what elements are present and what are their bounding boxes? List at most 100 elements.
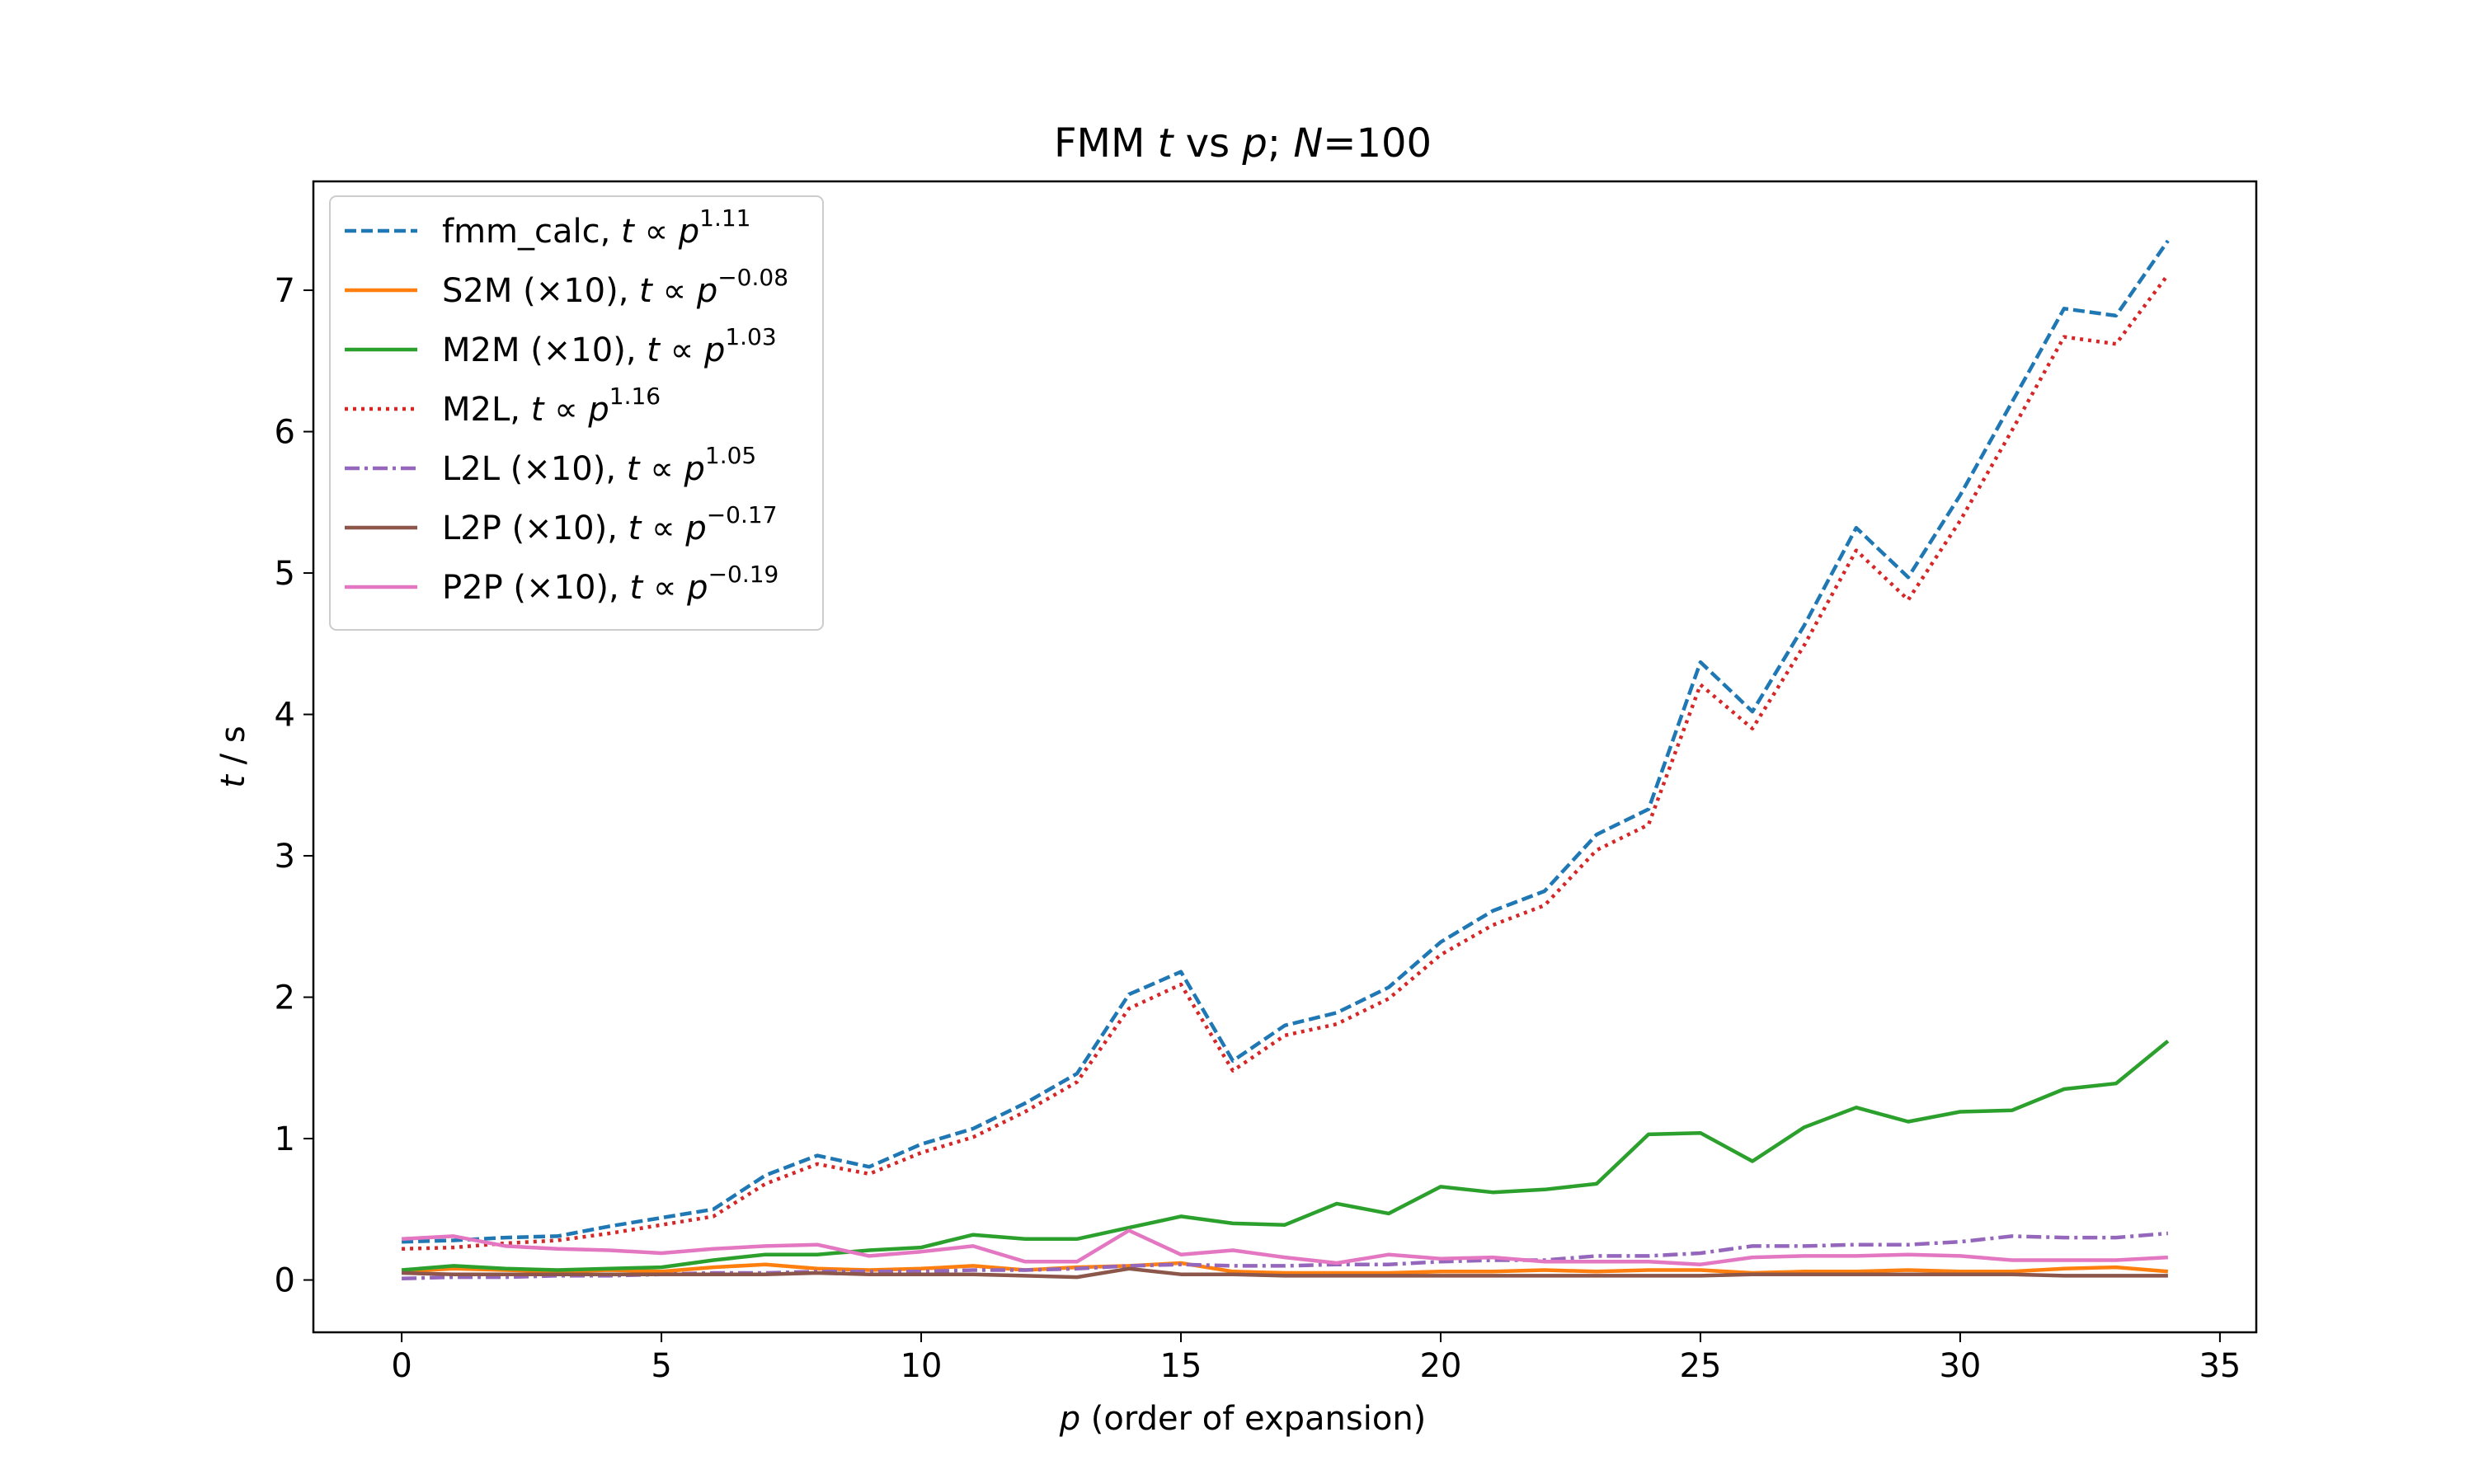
data-point bbox=[2114, 314, 2118, 317]
data-point bbox=[1023, 1237, 1027, 1241]
data-point bbox=[2062, 307, 2066, 310]
data-point bbox=[1959, 1254, 1962, 1257]
legend-label-4: L2L (×10), t ∝ p1.05 bbox=[442, 442, 756, 488]
y-tick-label: 0 bbox=[275, 1262, 295, 1300]
data-point bbox=[816, 1162, 819, 1166]
data-point bbox=[452, 1238, 455, 1242]
legend-series-name: M2L, bbox=[442, 391, 531, 429]
data-point bbox=[2166, 1040, 2170, 1043]
data-point bbox=[1803, 1244, 1806, 1247]
data-point bbox=[2114, 1082, 2118, 1085]
series-line-0 bbox=[402, 239, 2170, 1244]
data-point bbox=[504, 1267, 507, 1270]
legend-var-p: p bbox=[587, 391, 609, 429]
data-point bbox=[1335, 1011, 1338, 1014]
data-point bbox=[452, 1264, 455, 1267]
series-5 bbox=[400, 1266, 2168, 1280]
data-point bbox=[1751, 1272, 1754, 1275]
legend-series-name: L2L (×10), bbox=[442, 450, 627, 488]
series-3 bbox=[400, 273, 2170, 1252]
data-point bbox=[608, 1232, 611, 1235]
data-point bbox=[1283, 1024, 1286, 1027]
data-point bbox=[660, 1223, 663, 1226]
data-point bbox=[816, 1153, 819, 1157]
data-point bbox=[1907, 1272, 1910, 1275]
data-point bbox=[1335, 1022, 1338, 1026]
legend-exponent: −0.17 bbox=[707, 501, 778, 528]
legend-series-name: S2M (×10), bbox=[442, 272, 639, 310]
data-point bbox=[868, 1248, 871, 1252]
data-point bbox=[971, 1272, 975, 1275]
data-point bbox=[1855, 1272, 1858, 1275]
legend-label-3: M2L, t ∝ p1.16 bbox=[442, 383, 661, 429]
data-point bbox=[400, 1247, 403, 1251]
data-point bbox=[1595, 1182, 1598, 1186]
data-point bbox=[971, 1268, 975, 1271]
data-point bbox=[1803, 643, 1806, 646]
legend-exponent: 1.16 bbox=[609, 383, 661, 410]
data-point bbox=[1439, 1257, 1442, 1261]
data-point bbox=[556, 1238, 559, 1242]
data-point bbox=[816, 1271, 819, 1275]
data-point bbox=[1699, 683, 1702, 686]
data-point bbox=[1179, 1272, 1183, 1275]
data-point bbox=[712, 1208, 715, 1211]
data-point bbox=[1387, 1274, 1390, 1277]
data-point bbox=[452, 1234, 455, 1237]
data-point bbox=[1959, 494, 1962, 497]
chart-title: FMM t vs p; N=100 bbox=[1054, 120, 1432, 167]
data-point bbox=[1595, 833, 1598, 836]
legend-exponent: 1.11 bbox=[699, 204, 750, 232]
data-point bbox=[1387, 1262, 1390, 1266]
data-point bbox=[504, 1244, 507, 1247]
data-point bbox=[1075, 1267, 1079, 1270]
data-point bbox=[608, 1224, 611, 1228]
data-point bbox=[1231, 1264, 1235, 1267]
legend-label-5: L2P (×10), t ∝ p−0.17 bbox=[442, 501, 778, 547]
data-point bbox=[660, 1266, 663, 1269]
data-point bbox=[556, 1268, 559, 1271]
data-point bbox=[2114, 1274, 2118, 1277]
data-point bbox=[1023, 1268, 1027, 1271]
data-point bbox=[2166, 239, 2170, 242]
axes-layer: 0 5 10 15 20 25 30 35 0 1 2 3 4 5 6 7 bbox=[275, 180, 2258, 1385]
x-tick-label: 35 bbox=[2199, 1347, 2241, 1385]
data-point bbox=[2011, 1272, 2014, 1275]
legend-var-t: t bbox=[629, 569, 643, 607]
data-point bbox=[1855, 1106, 1858, 1109]
data-point bbox=[2166, 1256, 2170, 1259]
data-point bbox=[1751, 1159, 1754, 1162]
data-point bbox=[1179, 1252, 1183, 1256]
data-point bbox=[1699, 1274, 1702, 1277]
legend-var-p: p bbox=[703, 331, 725, 369]
legend-exponent: −0.19 bbox=[708, 561, 779, 588]
data-point bbox=[608, 1267, 611, 1270]
legend-var-t: t bbox=[639, 272, 653, 310]
data-point bbox=[1855, 526, 1858, 529]
data-point bbox=[1595, 848, 1598, 852]
legend-prop: ∝ bbox=[660, 331, 704, 369]
legend-prop: ∝ bbox=[639, 450, 684, 488]
data-point bbox=[400, 1237, 403, 1241]
data-point bbox=[2062, 1267, 2066, 1270]
data-point bbox=[1231, 1272, 1235, 1275]
series-6 bbox=[400, 1228, 2170, 1266]
legend-var-p: p bbox=[686, 569, 708, 607]
data-point bbox=[1023, 1274, 1027, 1277]
data-point bbox=[556, 1234, 559, 1237]
data-point bbox=[868, 1172, 871, 1176]
data-point bbox=[971, 1244, 975, 1247]
data-point bbox=[1491, 1256, 1494, 1259]
plot-frame bbox=[312, 180, 2258, 1334]
legend-exponent: 1.05 bbox=[705, 442, 756, 469]
data-point bbox=[1127, 993, 1131, 996]
data-point bbox=[1231, 1222, 1235, 1225]
data-point bbox=[2011, 1258, 2014, 1261]
data-point bbox=[2114, 1236, 2118, 1239]
data-point bbox=[1179, 983, 1183, 986]
data-point bbox=[1751, 1256, 1754, 1259]
data-point bbox=[400, 1271, 403, 1275]
data-point bbox=[1543, 1268, 1546, 1271]
data-point bbox=[1075, 1260, 1079, 1263]
